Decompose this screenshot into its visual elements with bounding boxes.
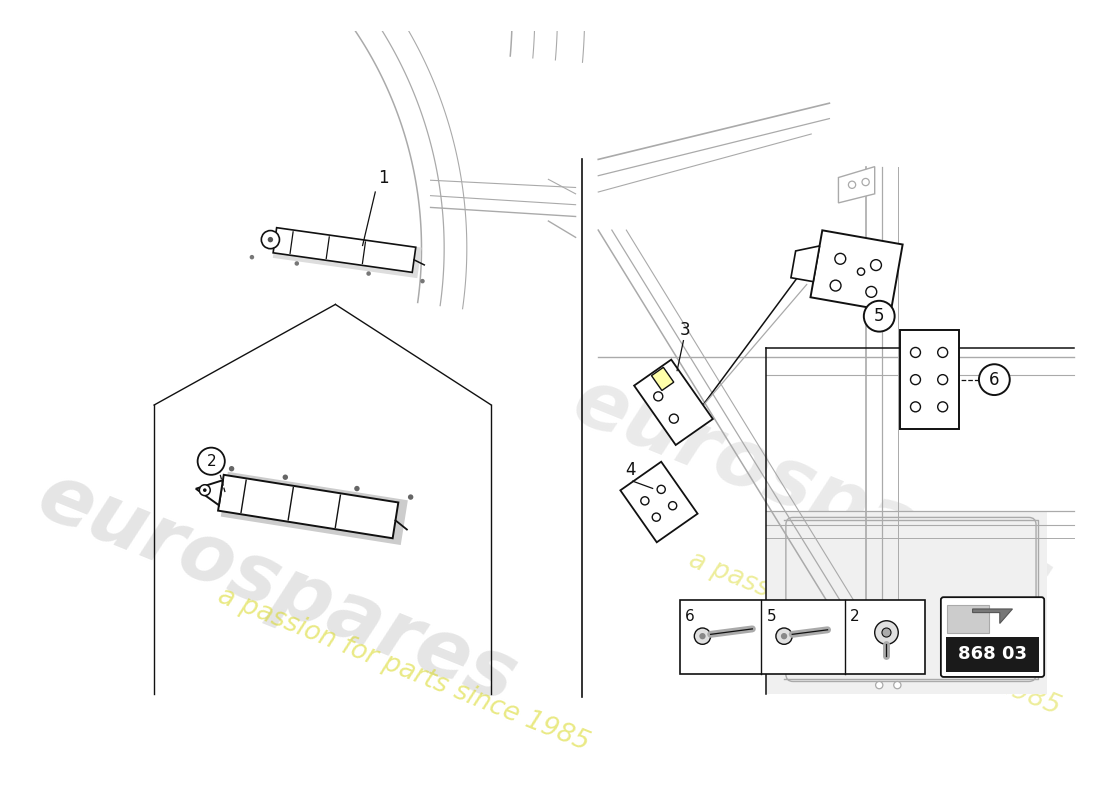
Text: a passion for parts since 1985: a passion for parts since 1985 bbox=[213, 583, 593, 756]
Polygon shape bbox=[838, 166, 875, 203]
Text: 1: 1 bbox=[378, 169, 388, 186]
Text: eurospares: eurospares bbox=[26, 457, 527, 720]
Circle shape bbox=[657, 486, 665, 494]
Polygon shape bbox=[900, 330, 958, 430]
Text: eurospares: eurospares bbox=[561, 362, 1062, 625]
Polygon shape bbox=[273, 228, 416, 272]
Circle shape bbox=[262, 230, 279, 249]
Polygon shape bbox=[972, 609, 1012, 623]
Circle shape bbox=[911, 402, 921, 412]
Polygon shape bbox=[651, 367, 674, 390]
Circle shape bbox=[911, 347, 921, 358]
Circle shape bbox=[848, 181, 856, 188]
Circle shape bbox=[204, 488, 207, 492]
Circle shape bbox=[652, 513, 660, 522]
Circle shape bbox=[354, 486, 360, 491]
FancyBboxPatch shape bbox=[680, 600, 925, 674]
Text: 868 03: 868 03 bbox=[958, 646, 1027, 663]
Text: 5: 5 bbox=[874, 307, 884, 325]
Circle shape bbox=[866, 286, 877, 298]
Text: 4: 4 bbox=[626, 462, 636, 479]
Circle shape bbox=[835, 254, 846, 264]
Circle shape bbox=[937, 347, 948, 358]
Circle shape bbox=[862, 178, 869, 186]
Circle shape bbox=[653, 392, 663, 401]
Text: 5: 5 bbox=[767, 609, 777, 624]
Circle shape bbox=[641, 497, 649, 505]
FancyBboxPatch shape bbox=[940, 597, 1044, 677]
Circle shape bbox=[229, 466, 234, 471]
FancyBboxPatch shape bbox=[946, 637, 1038, 671]
Circle shape bbox=[876, 682, 883, 689]
Polygon shape bbox=[811, 230, 903, 311]
Polygon shape bbox=[791, 246, 820, 282]
Circle shape bbox=[295, 262, 299, 266]
Circle shape bbox=[870, 260, 881, 270]
Circle shape bbox=[781, 633, 788, 639]
Circle shape bbox=[267, 237, 273, 242]
Text: 3: 3 bbox=[680, 321, 691, 339]
Polygon shape bbox=[196, 480, 223, 506]
Circle shape bbox=[857, 268, 865, 275]
Circle shape bbox=[911, 374, 921, 385]
Circle shape bbox=[979, 364, 1010, 395]
Text: 2: 2 bbox=[850, 609, 860, 624]
Circle shape bbox=[937, 374, 948, 385]
Circle shape bbox=[199, 485, 210, 496]
Circle shape bbox=[937, 402, 948, 412]
Circle shape bbox=[882, 628, 891, 637]
Circle shape bbox=[420, 279, 425, 283]
Circle shape bbox=[250, 255, 254, 259]
Circle shape bbox=[669, 502, 676, 510]
Circle shape bbox=[198, 448, 224, 475]
Circle shape bbox=[893, 682, 901, 689]
Text: 6: 6 bbox=[989, 370, 1000, 389]
Circle shape bbox=[694, 628, 711, 644]
Polygon shape bbox=[273, 227, 421, 278]
Circle shape bbox=[874, 621, 899, 644]
Text: 2: 2 bbox=[207, 454, 216, 469]
Circle shape bbox=[283, 474, 288, 480]
Polygon shape bbox=[620, 462, 697, 542]
Polygon shape bbox=[221, 472, 408, 545]
Text: 6: 6 bbox=[685, 609, 695, 624]
Circle shape bbox=[700, 633, 706, 639]
Polygon shape bbox=[766, 511, 1047, 694]
Circle shape bbox=[669, 414, 679, 423]
Circle shape bbox=[864, 301, 894, 332]
Circle shape bbox=[830, 280, 842, 291]
Circle shape bbox=[776, 628, 792, 644]
Polygon shape bbox=[634, 360, 713, 445]
Polygon shape bbox=[218, 475, 398, 538]
Text: a passion for parts since 1985: a passion for parts since 1985 bbox=[685, 546, 1065, 720]
Circle shape bbox=[366, 271, 371, 276]
FancyBboxPatch shape bbox=[947, 606, 989, 634]
Circle shape bbox=[408, 494, 414, 500]
